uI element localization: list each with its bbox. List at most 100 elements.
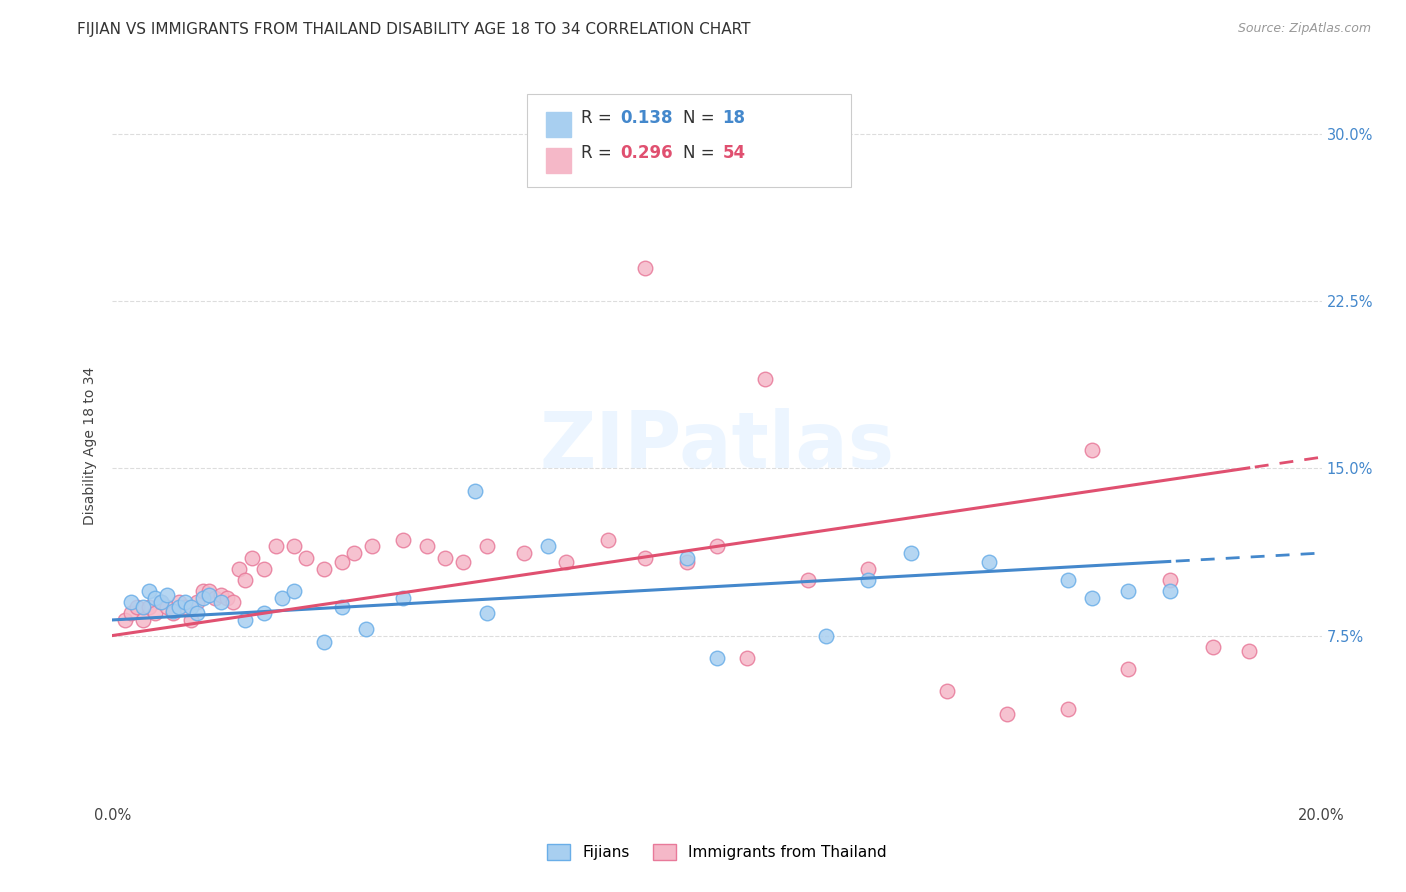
Point [186, 607, 208, 621]
Point [270, 591, 292, 605]
Point [330, 599, 353, 614]
Point [235, 573, 257, 587]
Point [1116, 662, 1139, 676]
Point [433, 550, 456, 565]
Point [217, 591, 239, 605]
Point [138, 583, 160, 598]
Point [149, 595, 172, 609]
Point [900, 546, 922, 560]
Text: 18: 18 [723, 109, 745, 127]
Point [186, 595, 208, 609]
Point [240, 550, 263, 565]
Point [209, 589, 232, 603]
Point [796, 573, 818, 587]
Point [1159, 573, 1181, 587]
Point [143, 591, 166, 605]
Text: N =: N = [683, 145, 720, 162]
Text: N =: N = [683, 109, 720, 127]
Point [132, 599, 155, 614]
Point [295, 550, 318, 565]
Text: R =: R = [581, 145, 617, 162]
Point [361, 539, 384, 553]
Point [174, 595, 197, 609]
Point [856, 573, 880, 587]
Point [149, 595, 172, 609]
Point [114, 613, 136, 627]
Point [191, 591, 214, 605]
Point [675, 555, 697, 569]
Text: Source: ZipAtlas.com: Source: ZipAtlas.com [1237, 22, 1371, 36]
Point [204, 591, 226, 605]
Point [314, 562, 336, 576]
Point [1237, 644, 1260, 658]
Point [995, 706, 1018, 721]
Point [283, 539, 305, 553]
Point [235, 613, 257, 627]
Point [1056, 573, 1078, 587]
Point [125, 599, 148, 614]
Point [356, 622, 378, 636]
Point [343, 546, 366, 560]
Point [1116, 583, 1139, 598]
Point [477, 539, 499, 553]
Point [416, 539, 439, 553]
Point [180, 613, 202, 627]
Point [143, 607, 166, 621]
Point [283, 583, 305, 598]
Point [391, 591, 413, 605]
Point [706, 651, 728, 665]
Point [391, 533, 413, 547]
Point [222, 595, 245, 609]
Point [935, 684, 957, 698]
Point [330, 555, 353, 569]
Point [191, 583, 214, 598]
Point [451, 555, 474, 569]
Point [477, 607, 499, 621]
Point [167, 599, 190, 614]
Point [156, 599, 179, 614]
Text: 0.138: 0.138 [620, 109, 672, 127]
Point [814, 628, 837, 642]
Point [675, 550, 697, 565]
Point [706, 539, 728, 553]
Point [120, 607, 142, 621]
Y-axis label: Disability Age 18 to 34: Disability Age 18 to 34 [83, 367, 97, 525]
Point [1202, 640, 1225, 654]
Point [138, 599, 160, 614]
Point [156, 589, 179, 603]
Point [162, 607, 184, 621]
Point [1081, 443, 1104, 458]
Point [180, 599, 202, 614]
Point [512, 546, 534, 560]
Point [537, 539, 560, 553]
Point [228, 562, 250, 576]
Point [554, 555, 576, 569]
Point [167, 595, 190, 609]
Text: 0.296: 0.296 [620, 145, 672, 162]
Point [264, 539, 287, 553]
Point [253, 562, 276, 576]
Point [464, 483, 486, 498]
Point [162, 604, 184, 618]
Point [1056, 702, 1078, 716]
Point [633, 550, 655, 565]
Point [977, 555, 1000, 569]
Text: 54: 54 [723, 145, 745, 162]
Text: R =: R = [581, 109, 617, 127]
Text: FIJIAN VS IMMIGRANTS FROM THAILAND DISABILITY AGE 18 TO 34 CORRELATION CHART: FIJIAN VS IMMIGRANTS FROM THAILAND DISAB… [77, 22, 751, 37]
Point [1081, 591, 1104, 605]
Point [598, 533, 620, 547]
Point [209, 595, 232, 609]
Point [754, 372, 776, 386]
Point [198, 583, 221, 598]
Text: ZIPatlas: ZIPatlas [540, 408, 894, 484]
Point [633, 260, 655, 275]
Point [132, 613, 155, 627]
Point [198, 589, 221, 603]
Point [1159, 583, 1181, 598]
Point [253, 607, 276, 621]
Point [737, 651, 759, 665]
Point [120, 595, 142, 609]
Point [174, 599, 197, 614]
Legend: Fijians, Immigrants from Thailand: Fijians, Immigrants from Thailand [541, 838, 893, 866]
